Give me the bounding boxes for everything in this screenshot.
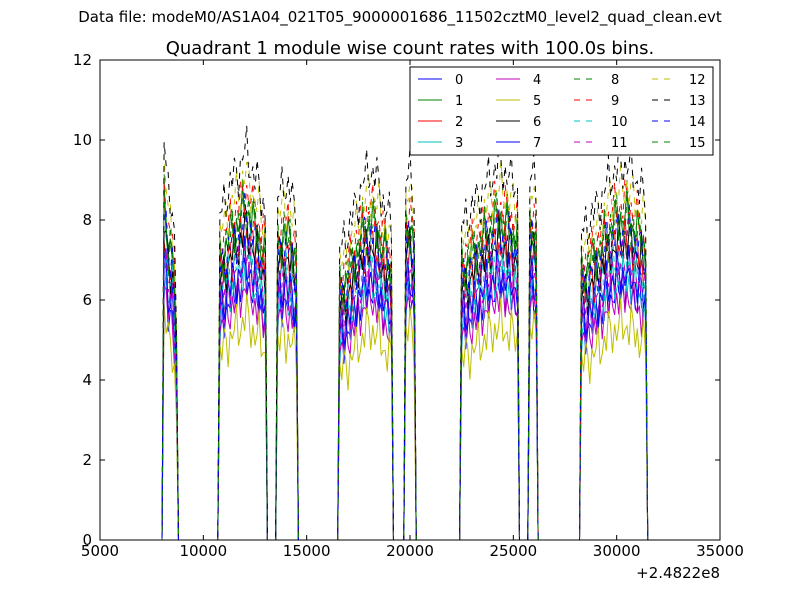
legend-label-15: 15: [689, 136, 706, 151]
series-line-11: [157, 237, 649, 540]
y-tick-label: 0: [82, 531, 92, 549]
series-layer: [157, 125, 649, 540]
series-line-12: [157, 156, 649, 540]
series-line-4: [157, 261, 649, 540]
legend-box: [409, 66, 714, 156]
legend-label-6: 6: [533, 115, 541, 130]
x-tick-label: 15000: [283, 542, 331, 560]
x-tick-label: 20000: [386, 542, 434, 560]
x-tick-label: 10000: [179, 542, 227, 560]
legend-label-4: 4: [533, 73, 541, 88]
chart-title: Quadrant 1 module wise count rates with …: [166, 38, 655, 59]
axis-ticks: 5000 10000 15000 20000 25000 30000 35000 0 2 4 6 8 1…: [73, 51, 744, 560]
y-tick-label: 12: [73, 51, 92, 69]
series-line-9: [157, 178, 649, 540]
series-line-14: [157, 193, 649, 540]
x-tick-label: 35000: [696, 542, 744, 560]
legend-label-9: 9: [611, 94, 619, 109]
legend-label-0: 0: [455, 73, 463, 88]
x-tick-label: 5000: [81, 542, 119, 560]
legend-label-13: 13: [689, 94, 706, 109]
series-line-5: [157, 294, 649, 540]
y-tick-label: 4: [82, 371, 92, 389]
legend-label-11: 11: [611, 136, 628, 151]
legend-label-2: 2: [455, 115, 463, 130]
legend-label-5: 5: [533, 94, 541, 109]
legend-label-3: 3: [455, 136, 463, 151]
series-line-0: [157, 257, 649, 540]
series-line-1: [157, 178, 649, 540]
y-tick-label: 6: [82, 291, 92, 309]
x-tick-label: 30000: [593, 542, 641, 560]
legend-label-14: 14: [689, 115, 706, 130]
series-line-15: [157, 194, 649, 540]
legend-label-1: 1: [455, 94, 463, 109]
legend-label-8: 8: [611, 73, 619, 88]
figure-suptitle: Data file: modeM0/AS1A04_021T05_90000016…: [78, 8, 722, 26]
series-line-8: [157, 173, 649, 540]
legend-label-12: 12: [689, 73, 706, 88]
y-tick-label: 10: [73, 131, 92, 149]
x-axis-offset-label: +2.4822e8: [636, 564, 720, 582]
y-tick-label: 8: [82, 211, 92, 229]
series-line-2: [157, 215, 649, 540]
series-line-13: [157, 125, 649, 540]
y-tick-label: 2: [82, 451, 92, 469]
legend-label-10: 10: [611, 115, 628, 130]
series-line-7: [157, 235, 649, 540]
legend-label-7: 7: [533, 136, 541, 151]
x-tick-label: 25000: [489, 542, 537, 560]
